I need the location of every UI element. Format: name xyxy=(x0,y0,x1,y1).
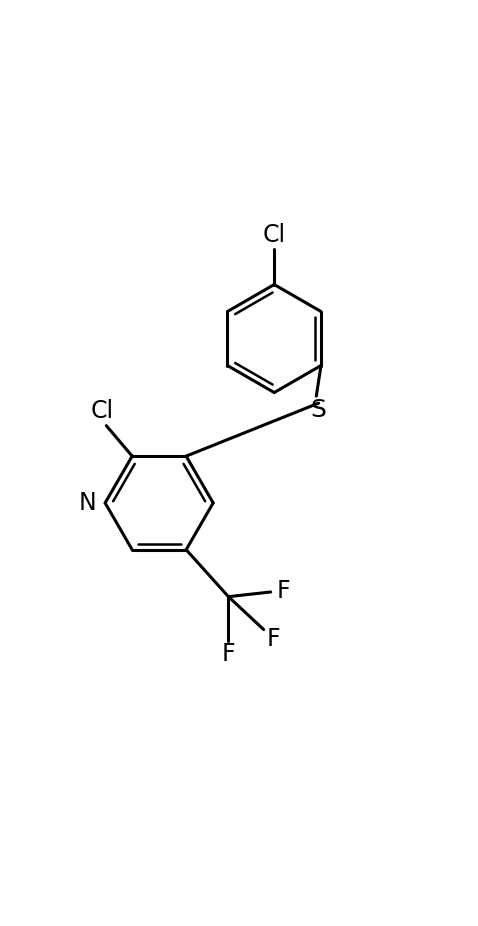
Text: F: F xyxy=(222,643,235,667)
Text: Cl: Cl xyxy=(263,223,286,247)
Text: Cl: Cl xyxy=(91,399,114,423)
Text: F: F xyxy=(266,627,280,650)
Text: S: S xyxy=(311,398,326,422)
Text: N: N xyxy=(79,491,97,515)
Text: F: F xyxy=(277,579,291,603)
